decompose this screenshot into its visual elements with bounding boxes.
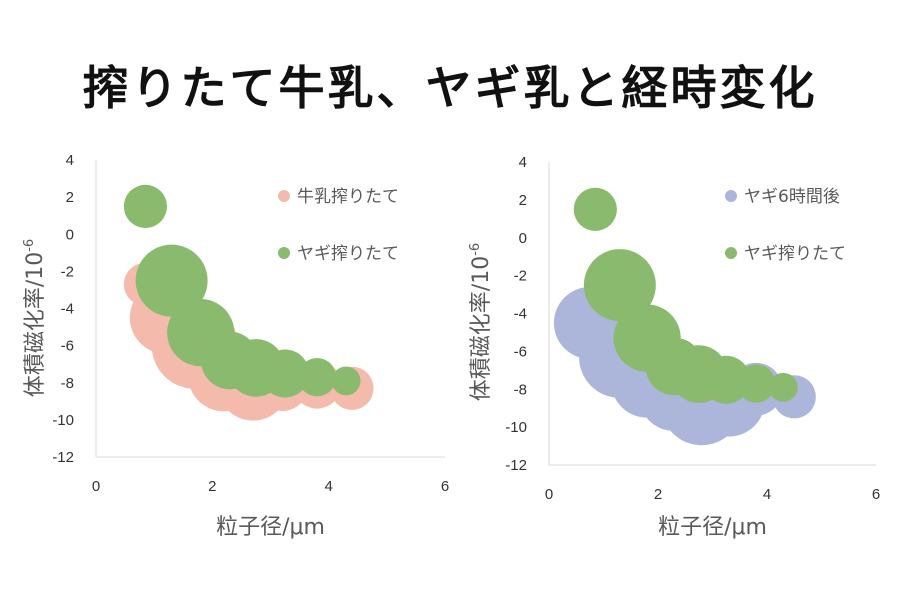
y-axis-title: 体積磁化率/10-6 (22, 239, 48, 397)
bubble (579, 316, 661, 398)
bubble (583, 249, 656, 322)
bubble (670, 345, 728, 403)
bubble (331, 366, 361, 396)
legend-label: ヤギ搾りたて (744, 244, 846, 264)
bubble (768, 372, 798, 402)
bubble (187, 339, 260, 412)
bubble (660, 363, 743, 446)
y-tick-label: -10 (52, 412, 74, 429)
series-2 (123, 184, 361, 398)
bubble (729, 362, 783, 416)
bubble (151, 302, 239, 389)
bubble (297, 357, 337, 397)
x-tick-label: 6 (872, 486, 880, 503)
bubble (261, 349, 310, 398)
bubble (135, 244, 208, 317)
series-2 (573, 187, 798, 404)
bubble (255, 358, 309, 412)
bubble (573, 187, 617, 231)
x-axis-title: 粒子径/μm (658, 515, 767, 540)
series-1 (553, 286, 816, 446)
bubble (645, 337, 704, 396)
bubble (167, 299, 235, 367)
bubble (553, 286, 626, 359)
x-tick-label: 6 (441, 478, 449, 495)
bubble (692, 364, 765, 437)
bubble (200, 331, 259, 390)
bubble (217, 348, 290, 421)
bubble (330, 366, 374, 410)
y-tick-label: 0 (519, 230, 527, 247)
legend-marker (725, 190, 737, 202)
y-tick-label: -6 (514, 343, 527, 360)
x-tick-label: 0 (545, 486, 553, 503)
bubble (293, 360, 342, 409)
x-tick-label: 0 (92, 478, 100, 495)
y-tick-label: -8 (61, 375, 74, 392)
bubble (702, 355, 751, 404)
series-1 (123, 262, 374, 421)
legend-label: ヤギ搾りたて (297, 244, 399, 264)
bubble (736, 364, 776, 403)
x-tick-label: 2 (654, 486, 662, 503)
legend-marker (278, 190, 290, 202)
y-tick-label: -4 (514, 306, 527, 323)
legend-marker (725, 247, 737, 259)
legend-label: 牛乳搾りたて (297, 187, 399, 207)
bubble (613, 304, 681, 372)
bubble (611, 345, 684, 418)
x-tick-label: 4 (763, 486, 771, 503)
y-tick-label: 2 (519, 192, 527, 209)
y-tick-label: -12 (52, 449, 74, 466)
x-tick-label: 4 (324, 478, 332, 495)
bubble (123, 184, 168, 229)
bubble (772, 375, 816, 419)
x-tick-label: 2 (208, 478, 216, 495)
y-tick-label: 2 (66, 189, 74, 206)
y-tick-label: -10 (505, 419, 527, 436)
legend-marker (278, 247, 290, 259)
y-tick-label: -4 (61, 301, 74, 318)
x-axis-title: 粒子径/μm (216, 515, 325, 540)
y-axis-title: 体積磁化率/10-6 (468, 243, 494, 401)
bubble (123, 262, 168, 306)
bubble (227, 339, 285, 397)
page-title: 搾りたて牛乳、ヤギ乳と経時変化 (82, 61, 818, 115)
legend-label: ヤギ6時間後 (744, 187, 840, 207)
y-tick-label: -2 (514, 268, 527, 285)
bubble (129, 281, 202, 354)
y-tick-label: 4 (66, 152, 74, 169)
bubble (638, 358, 711, 431)
y-tick-label: -12 (505, 457, 527, 474)
y-tick-label: 0 (66, 226, 74, 243)
y-tick-label: -8 (514, 381, 527, 398)
y-tick-label: 4 (519, 154, 527, 171)
y-tick-label: -6 (61, 338, 74, 355)
y-tick-label: -2 (61, 263, 74, 280)
